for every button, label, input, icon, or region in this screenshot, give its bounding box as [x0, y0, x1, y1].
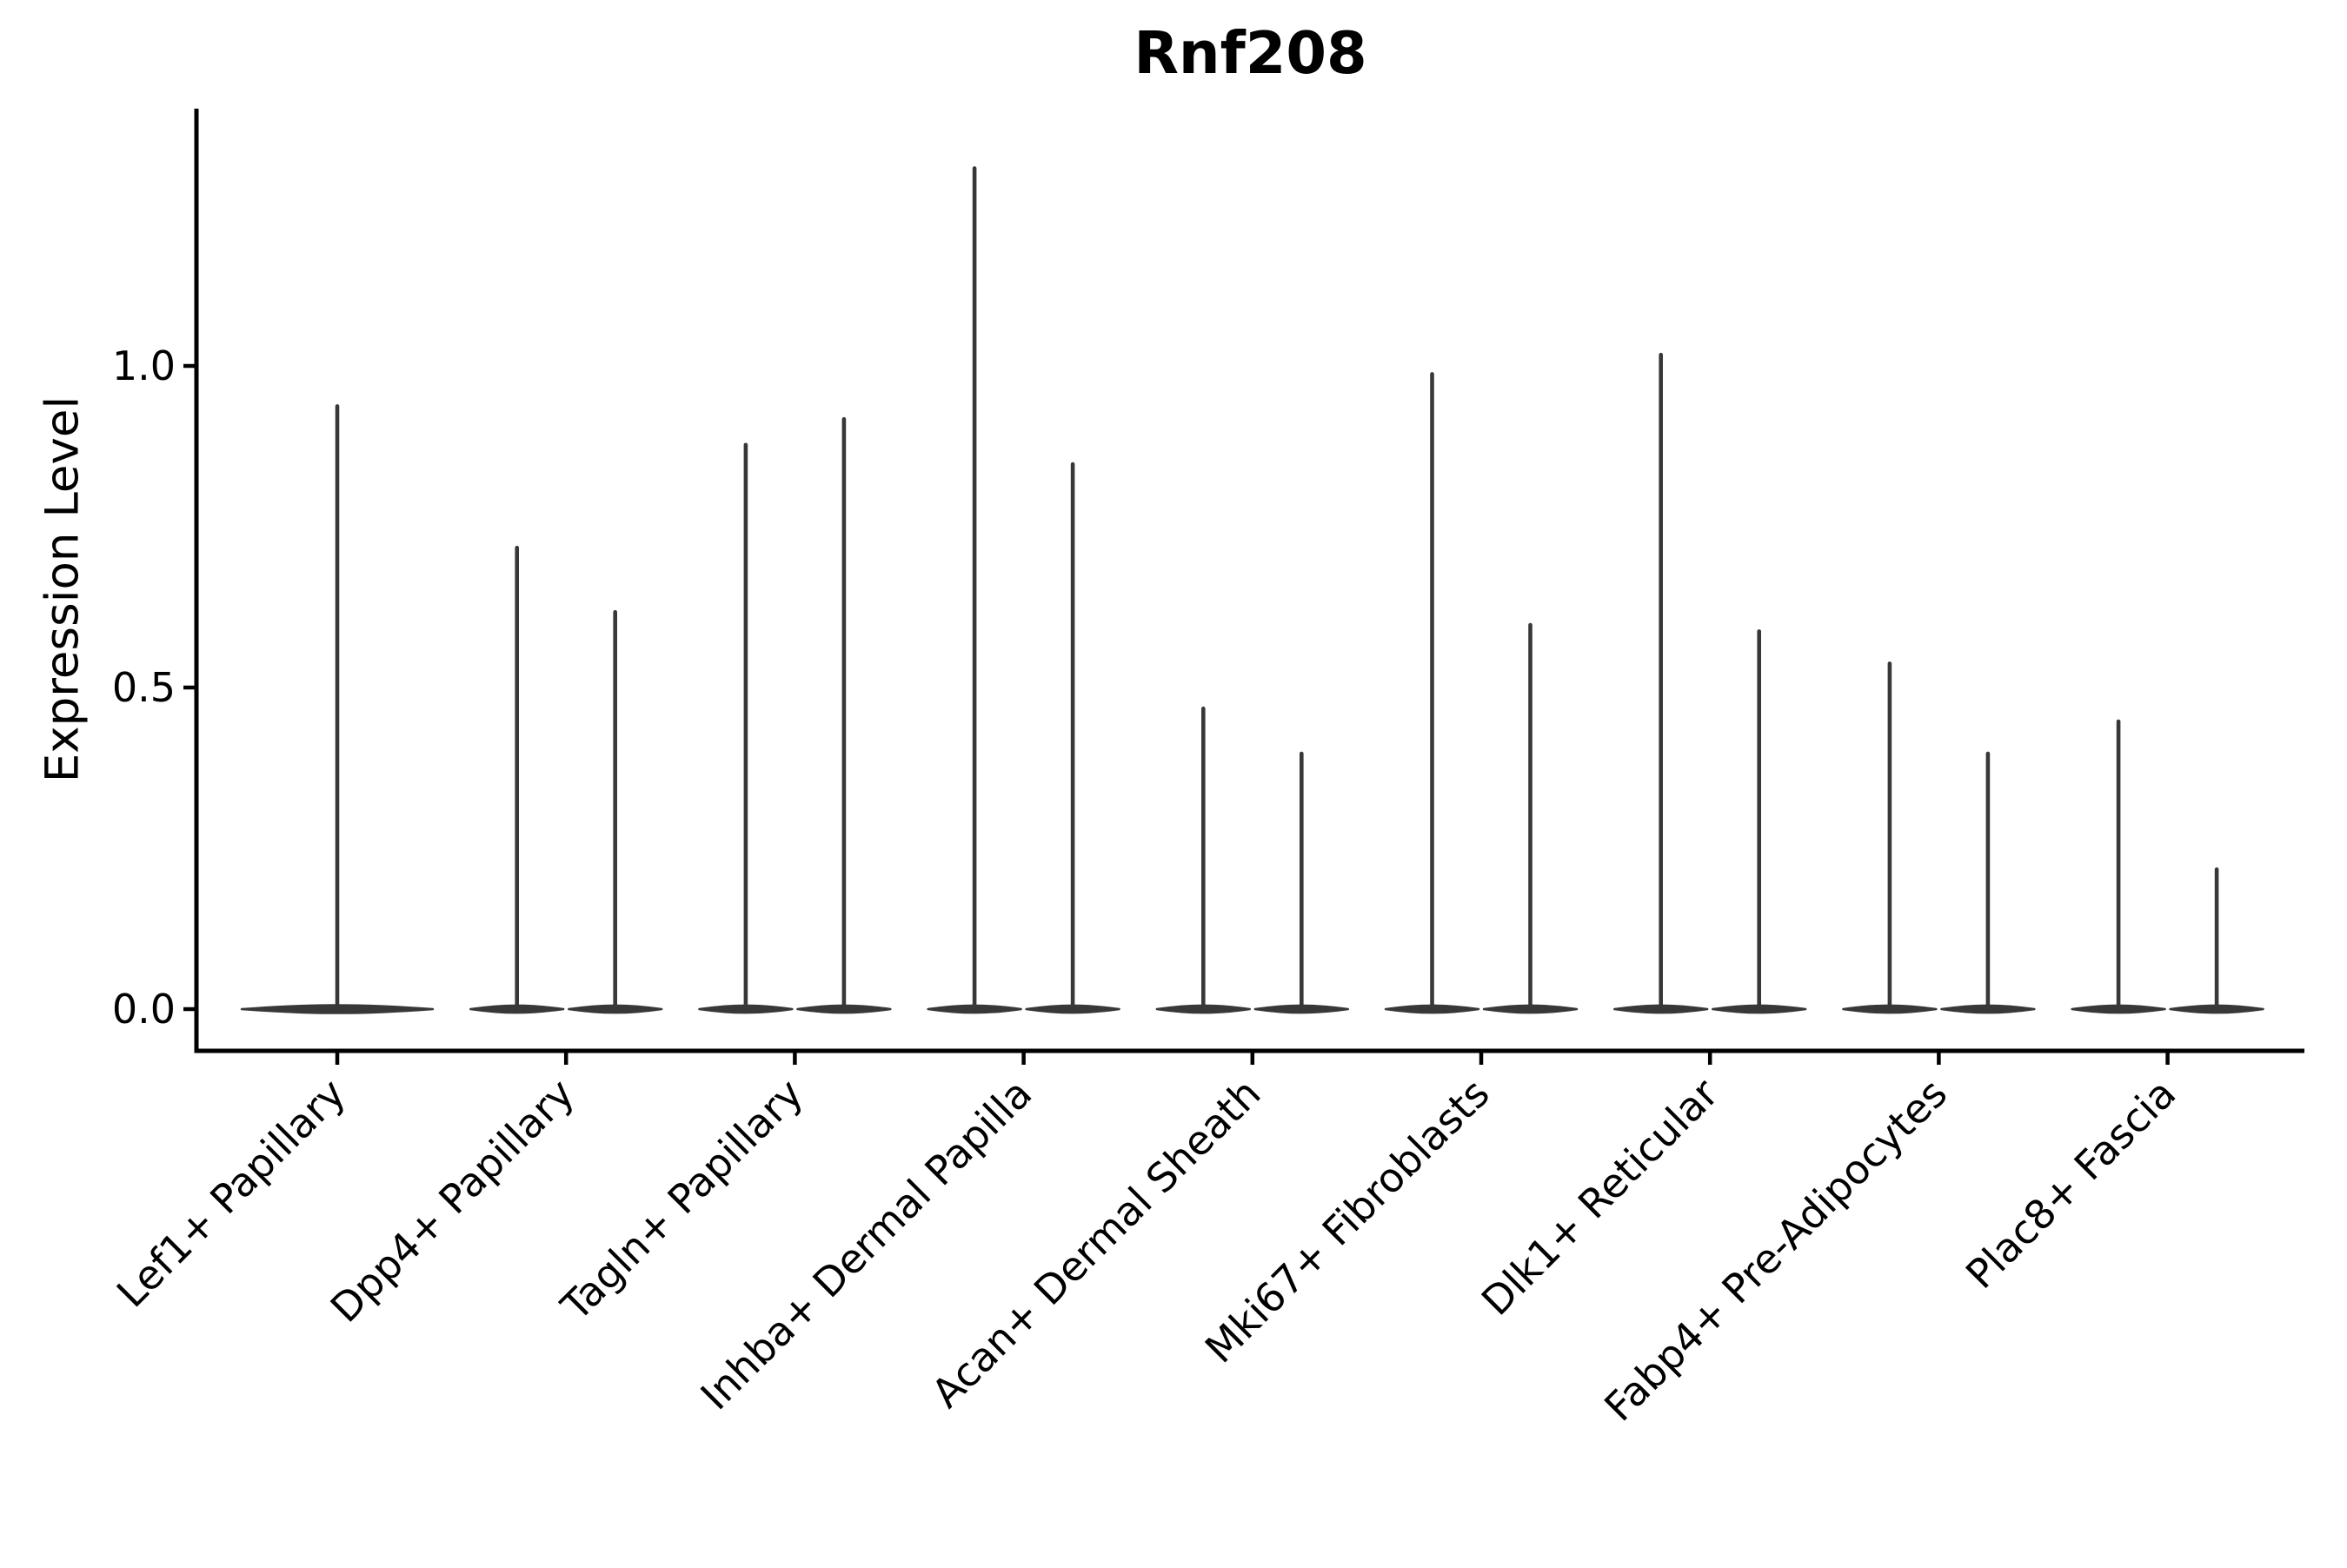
- y-tick-label: 0.5: [112, 664, 176, 711]
- x-tick-label: Dlk1+ Reticular: [1473, 1070, 1727, 1325]
- x-tick-label: Plac8+ Fascia: [1957, 1070, 2184, 1298]
- chart-title: Rnf208: [1134, 19, 1367, 87]
- x-tick-label: Lef1+ Papillary: [108, 1070, 355, 1317]
- x-tick-label: Dpp4+ Papillary: [322, 1070, 583, 1332]
- y-tick-label: 1.0: [112, 342, 176, 389]
- x-tick-label: Tagln+ Papillary: [552, 1070, 813, 1331]
- y-tick-label: 0.0: [112, 986, 176, 1033]
- y-axis-label: Expression Level: [36, 395, 90, 783]
